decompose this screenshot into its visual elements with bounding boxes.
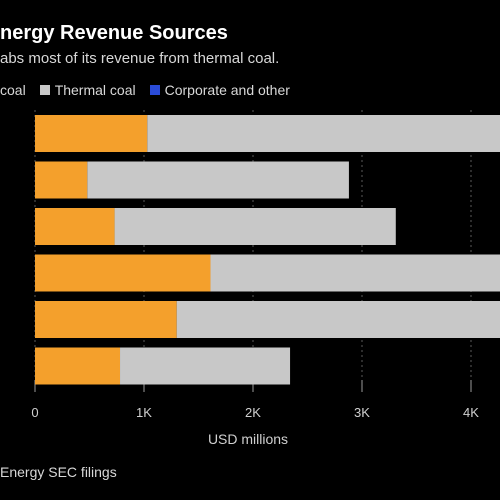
legend-swatch-corporate-and-other (149, 85, 160, 95)
x-tick-label: 3K (354, 405, 370, 420)
bar-segment-coal (35, 115, 148, 152)
x-axis-label: USD millions (208, 431, 288, 447)
bar-segment-thermal-coal (114, 208, 396, 245)
x-tick-label: 0 (31, 405, 38, 420)
bar-segment-coal (35, 161, 88, 199)
x-tick-label: 2K (245, 405, 261, 420)
x-tick-label: 1K (136, 405, 152, 420)
bar-segment-coal (35, 254, 211, 292)
legend-item-corporate-and-other: Corporate and other (149, 82, 290, 98)
x-tick-label: 4K (463, 405, 479, 420)
source-note: Energy SEC filings (0, 464, 117, 480)
chart-subtitle: abs most of its revenue from thermal coa… (0, 50, 280, 67)
bar-segment-coal (35, 301, 177, 338)
bar-segment-coal (35, 347, 121, 385)
bar-segment-thermal-coal (147, 115, 500, 152)
legend-label-thermal-coal: Thermal coal (54, 82, 136, 98)
legend-item-coal: coal (0, 82, 26, 98)
bar-segment-coal (35, 208, 115, 245)
legend-item-thermal-coal: Thermal coal (39, 82, 136, 98)
bar-segment-thermal-coal (210, 254, 500, 292)
legend-label-coal: coal (0, 82, 26, 98)
legend-label-corporate-and-other: Corporate and other (164, 82, 290, 98)
chart-title: nergy Revenue Sources (0, 22, 228, 44)
bar-segment-thermal-coal (176, 301, 500, 338)
legend-swatch-thermal-coal (39, 85, 50, 95)
bar-segment-thermal-coal (87, 161, 349, 199)
bar-segment-thermal-coal (120, 347, 291, 385)
legend: coal Thermal coal Corporate and other (0, 82, 304, 98)
